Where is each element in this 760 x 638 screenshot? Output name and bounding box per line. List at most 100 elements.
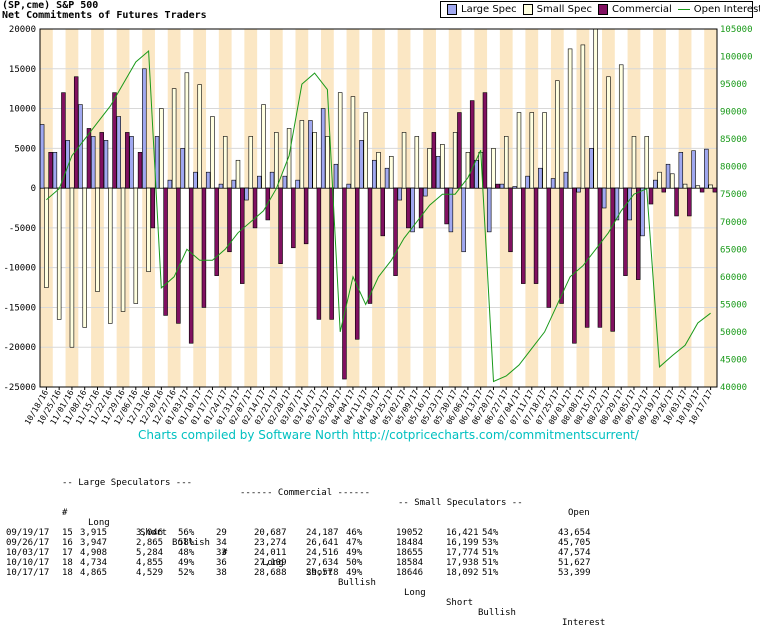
large-spec-bar: [244, 187, 249, 201]
commercial-bar: [99, 132, 104, 189]
cell-ls-bull: 56%: [178, 528, 195, 538]
small-spec-bar: [529, 112, 535, 189]
small-spec-bar: [44, 187, 49, 288]
credit-line: Charts compiled by Software North http:/…: [138, 428, 639, 442]
col-ls-short: Short: [140, 528, 168, 538]
small-spec-bar: [401, 132, 407, 189]
small-spec-bar: [389, 155, 394, 189]
y-right-tick-label: 100000: [720, 53, 753, 63]
cell-date: 09/26/17: [6, 538, 50, 548]
cell-cm-n: 38: [216, 568, 227, 578]
cell-cm-bull: 50%: [346, 558, 363, 568]
col-ss-bull: Bullish: [478, 608, 516, 618]
cell-ls-bull: 48%: [178, 548, 195, 558]
table-row: 10/10/17 18 4,734 4,855 49% 36 27,109 27,634 50%…: [6, 558, 591, 568]
small-spec-bar: [555, 80, 560, 189]
y-left-tick-label: 5000: [14, 144, 36, 154]
chart-subtitle: Net Commitments of Futures Traders: [2, 10, 207, 21]
header-commercial: ------ Commercial ------: [240, 488, 371, 498]
small-spec-bar: [299, 120, 305, 189]
large-spec-bar: [691, 150, 696, 189]
commercial-bar: [240, 187, 245, 284]
legend-label: Open Interest: [693, 4, 760, 15]
small-spec-bar: [682, 183, 688, 189]
commercial-bar: [48, 152, 53, 189]
small-spec-bar: [363, 112, 368, 189]
small-spec-bar: [427, 148, 432, 189]
col-ss-short: Short: [446, 598, 474, 608]
large-spec-bar: [320, 108, 326, 189]
table-header-row: -- Large Speculators --- ------ Commerci…: [6, 468, 590, 518]
y-right-tick-label: 40000: [720, 383, 747, 393]
commercial-bar: [546, 187, 552, 308]
legend: Large Spec Small Spec Commercial Open In…: [440, 1, 760, 18]
small-spec-bar: [350, 96, 356, 189]
commercial-bar: [291, 187, 296, 249]
cell-ls-bull: 58%: [178, 538, 195, 548]
cell-ss-long: 18584: [396, 558, 424, 568]
band-stripe: [397, 29, 411, 387]
small-spec-bar: [108, 187, 113, 324]
commercial-bar: [393, 187, 398, 276]
cell-ls-bull: 52%: [178, 568, 195, 578]
large-spec-bar: [65, 140, 70, 189]
large-spec-bar: [384, 167, 390, 189]
large-spec-bar: [257, 175, 262, 189]
small-spec-bar: [248, 136, 253, 189]
large-spec-bar: [563, 171, 569, 189]
large-spec-bar: [423, 187, 428, 197]
cell-ls-long: 4,865: [80, 568, 108, 578]
commercial-bar: [188, 187, 194, 344]
large-spec-bar: [231, 179, 236, 189]
small-spec-bar: [708, 184, 713, 189]
band-stripe: [653, 29, 666, 387]
large-spec-bar: [346, 183, 351, 189]
commercial-bar: [508, 187, 513, 253]
band-stripe: [627, 29, 641, 387]
header-small-spec: -- Small Speculators --: [398, 498, 523, 508]
cell-ls-short: 3,046: [136, 528, 164, 538]
table-subheader-row: # Long Short Bullish # Long Short Bullis…: [6, 498, 605, 628]
large-spec-bar: [167, 179, 173, 189]
large-spec-bar: [486, 187, 492, 233]
commercial-bar: [572, 187, 577, 344]
commercial-bar: [521, 187, 526, 284]
large-spec-bar: [576, 187, 581, 193]
large-spec-bar: [295, 179, 300, 189]
large-spec-bar: [359, 140, 364, 189]
small-spec-bar: [567, 48, 573, 189]
commercial-bar: [712, 187, 718, 193]
large-spec-bar: [589, 148, 594, 189]
cell-ls-long: 3,947: [80, 538, 108, 548]
small-spec-bar: [261, 104, 266, 189]
small-spec-bar: [657, 171, 662, 189]
col-cm-bull: Bullish: [338, 578, 376, 588]
large-spec-bar: [116, 116, 121, 189]
cell-ss-long: 18484: [396, 538, 424, 548]
commercial-bar: [533, 187, 539, 284]
cot-chart: 20000150001000050000-5000-10000-15000-20…: [3, 25, 753, 426]
large-spec-bar: [333, 163, 339, 189]
cell-ls-short: 5,284: [136, 548, 164, 558]
large-spec-bar: [448, 187, 454, 233]
band-stripe: [704, 29, 717, 387]
commercial-bar: [316, 187, 322, 320]
band-stripe: [269, 29, 283, 387]
large-spec-bar: [538, 167, 543, 189]
commercial-bar: [201, 187, 207, 308]
cell-oi: 47,574: [558, 548, 591, 558]
band-stripe: [499, 29, 513, 387]
cell-oi: 43,654: [558, 528, 591, 538]
small-spec-bar: [159, 108, 164, 189]
small-spec-bar: [465, 152, 471, 189]
cell-cm-n: 36: [216, 558, 227, 568]
large-spec-bar: [103, 140, 109, 189]
positions-table: -- Large Speculators --- ------ Commerci…: [6, 448, 605, 628]
commercial-bar: [329, 187, 334, 320]
small-spec-bar: [593, 28, 598, 189]
commercial-bar: [227, 187, 232, 253]
cell-cm-short: 24,187: [306, 528, 339, 538]
table-row: 10/17/17 18 4,865 4,529 52% 38 28,688 29,578 49%…: [6, 568, 591, 578]
table-row: 09/19/17 15 3,915 3,046 56% 29 20,687 24,187 46%…: [6, 528, 591, 538]
cell-ss-long: 19052: [396, 528, 424, 538]
